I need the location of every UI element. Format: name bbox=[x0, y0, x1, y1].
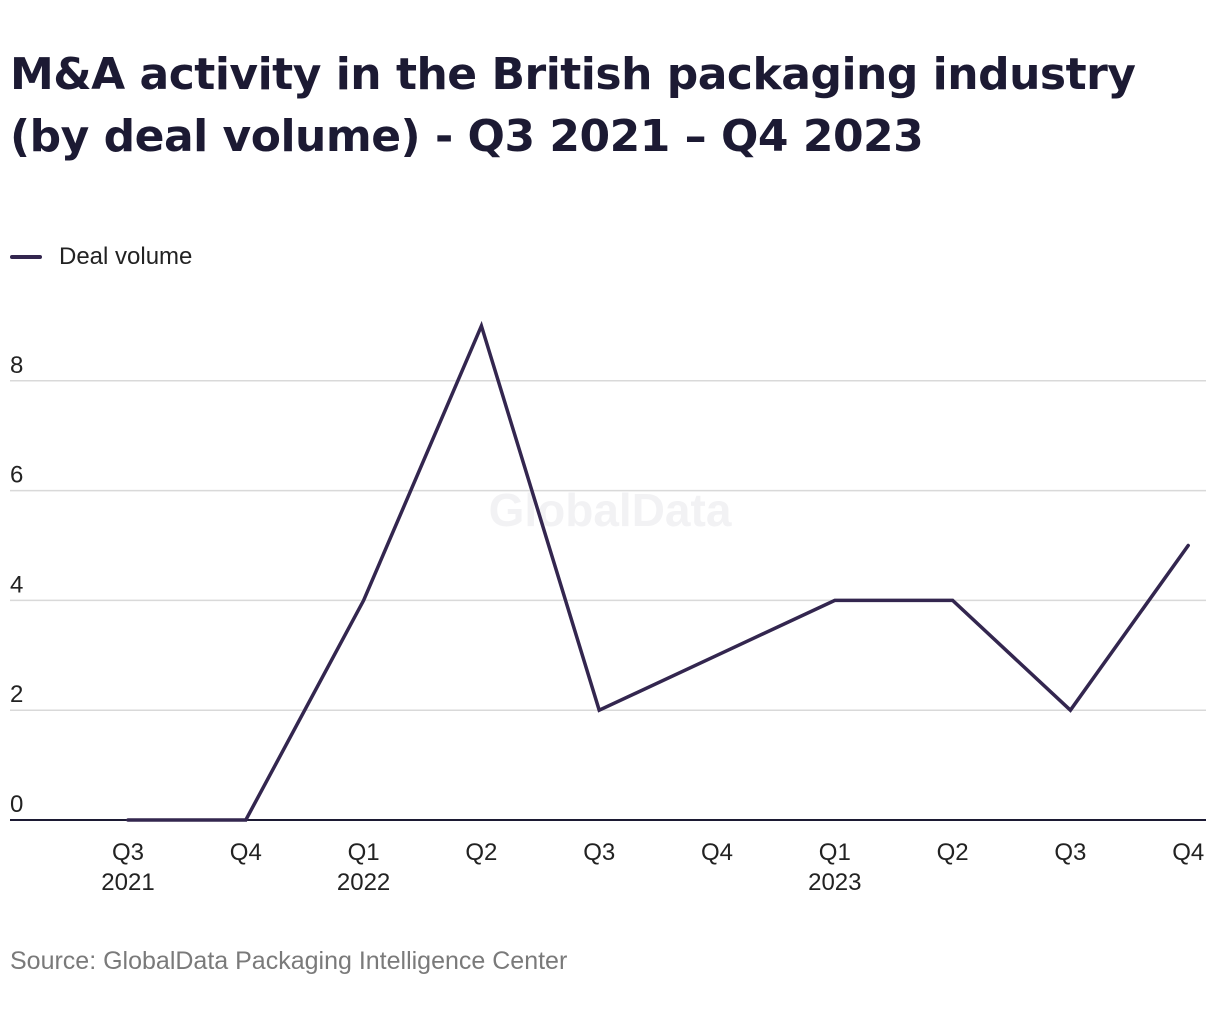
data-point-4 bbox=[597, 708, 601, 712]
y-tick-label-4: 4 bbox=[10, 571, 23, 598]
x-tick-label-2: Q1 bbox=[348, 839, 380, 866]
y-tick-label-8: 8 bbox=[10, 352, 23, 379]
data-point-1 bbox=[244, 818, 248, 822]
data-point-6 bbox=[833, 598, 837, 602]
legend: Deal volume bbox=[10, 240, 192, 274]
x-tick-year-0: 2021 bbox=[101, 869, 154, 896]
watermark: GlobalData bbox=[489, 484, 732, 536]
x-tick-label-1: Q4 bbox=[230, 839, 262, 866]
legend-swatch-deal-volume bbox=[10, 255, 42, 259]
legend-label-deal-volume: Deal volume bbox=[59, 243, 193, 270]
line-chart: GlobalData 0 2 4 6 8 Q3 2021 Q4 Q1 2022 Q2 Q3 Q4 Q1 2… bbox=[10, 320, 1206, 896]
y-tick-label-0: 0 bbox=[10, 791, 23, 818]
x-tick-label-3: Q2 bbox=[465, 839, 497, 866]
chart-title: M&A activity in the British packaging in… bbox=[10, 49, 1136, 162]
x-tick-year-6: 2023 bbox=[808, 869, 861, 896]
x-tick-label-0: Q3 bbox=[112, 839, 144, 866]
source-note: Source: GlobalData Packaging Intelligenc… bbox=[10, 947, 568, 975]
x-tick-label-9: Q4 bbox=[1172, 839, 1204, 866]
gridlines bbox=[10, 380, 1206, 821]
x-tick-label-4: Q3 bbox=[583, 839, 615, 866]
x-tick-label-8: Q3 bbox=[1054, 839, 1086, 866]
data-point-8 bbox=[1068, 708, 1072, 712]
data-point-0 bbox=[126, 818, 130, 822]
series-group bbox=[126, 320, 1190, 822]
data-point-7 bbox=[951, 598, 955, 602]
y-tick-label-6: 6 bbox=[10, 462, 23, 489]
x-tick-year-2: 2022 bbox=[337, 869, 390, 896]
data-point-3 bbox=[479, 324, 483, 328]
x-tick-label-5: Q4 bbox=[701, 839, 733, 866]
x-tick-label-6: Q1 bbox=[819, 839, 851, 866]
data-point-2 bbox=[362, 598, 366, 602]
data-point-5 bbox=[715, 653, 719, 657]
y-axis-ticks: 0 2 4 6 8 bbox=[10, 352, 23, 818]
x-axis-ticks: Q3 2021 Q4 Q1 2022 Q2 Q3 Q4 Q1 2023 Q2 Q3 Q4 bbox=[101, 839, 1204, 896]
series-line-0 bbox=[126, 320, 1190, 822]
y-tick-label-2: 2 bbox=[10, 681, 23, 708]
data-point-9 bbox=[1186, 544, 1190, 548]
x-tick-label-7: Q2 bbox=[937, 839, 969, 866]
